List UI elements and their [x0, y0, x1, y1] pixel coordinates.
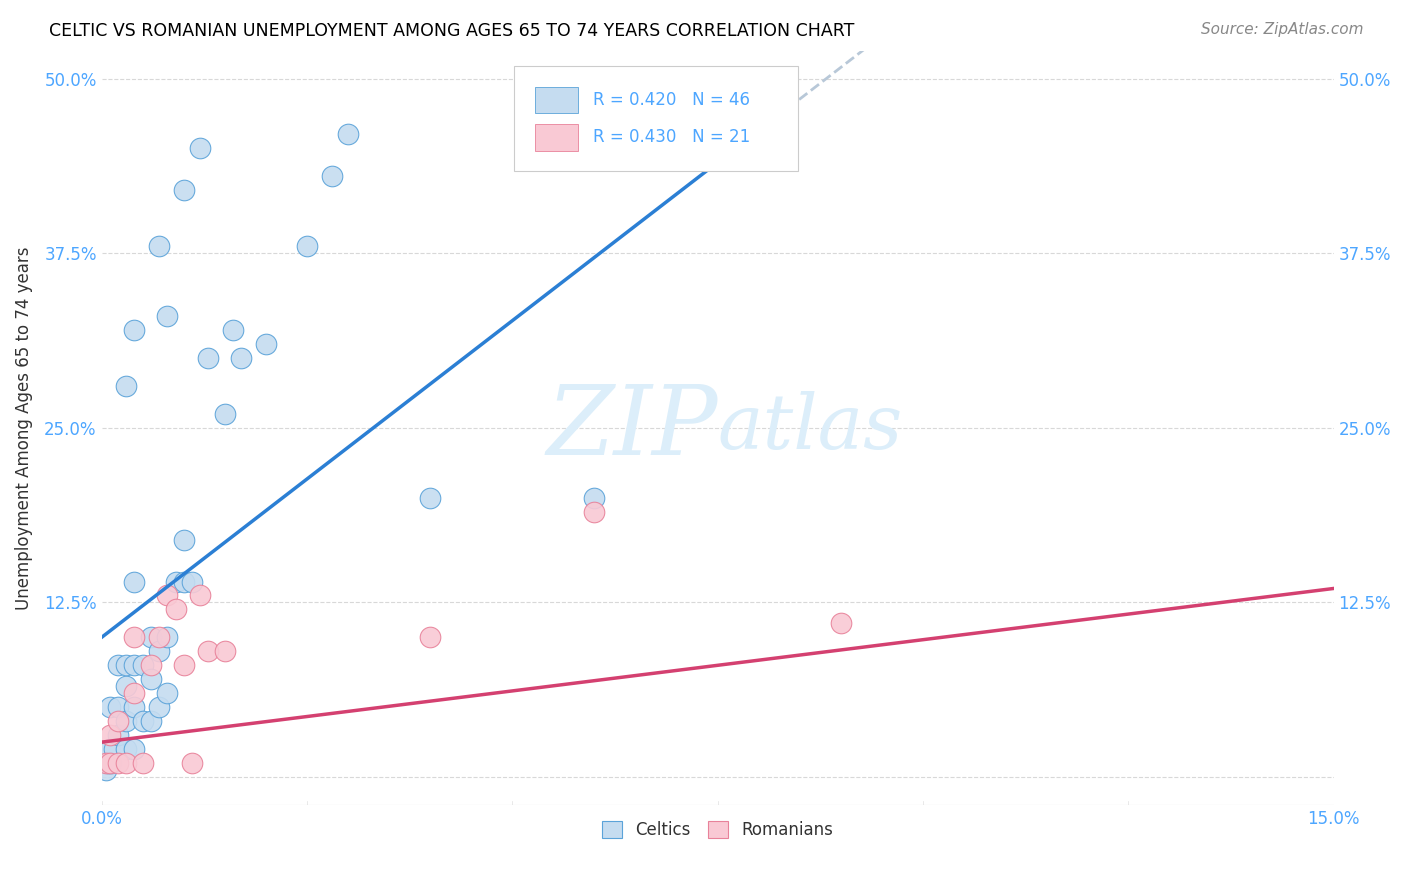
Point	[156, 309, 179, 323]
Point	[124, 574, 146, 589]
Point	[115, 379, 138, 393]
Point	[131, 756, 153, 770]
Point	[98, 700, 121, 714]
Point	[222, 323, 245, 337]
Text: Source: ZipAtlas.com: Source: ZipAtlas.com	[1201, 22, 1364, 37]
Point	[115, 742, 138, 756]
Point	[139, 673, 162, 687]
Point	[139, 658, 162, 673]
FancyBboxPatch shape	[515, 66, 797, 171]
Point	[100, 756, 122, 770]
Point	[181, 756, 204, 770]
Point	[107, 728, 129, 742]
Point	[295, 239, 318, 253]
Point	[197, 351, 219, 365]
FancyBboxPatch shape	[536, 124, 578, 151]
Point	[231, 351, 253, 365]
Text: R = 0.430   N = 21: R = 0.430 N = 21	[593, 128, 751, 146]
Point	[254, 337, 277, 351]
Point	[148, 700, 170, 714]
Y-axis label: Unemployment Among Ages 65 to 74 years: Unemployment Among Ages 65 to 74 years	[15, 246, 32, 609]
Point	[214, 407, 236, 421]
Point	[148, 239, 170, 253]
Point	[583, 491, 606, 505]
Point	[197, 644, 219, 658]
Point	[165, 574, 187, 589]
Text: CELTIC VS ROMANIAN UNEMPLOYMENT AMONG AGES 65 TO 74 YEARS CORRELATION CHART: CELTIC VS ROMANIAN UNEMPLOYMENT AMONG AG…	[49, 22, 855, 40]
Point	[165, 602, 187, 616]
Point	[97, 756, 120, 770]
Point	[173, 574, 195, 589]
Point	[94, 756, 117, 770]
Point	[107, 658, 129, 673]
FancyBboxPatch shape	[536, 87, 578, 113]
Point	[124, 742, 146, 756]
Point	[148, 644, 170, 658]
Point	[156, 631, 179, 645]
Point	[94, 763, 117, 777]
Point	[115, 714, 138, 729]
Point	[173, 533, 195, 547]
Point	[830, 616, 852, 631]
Point	[336, 128, 359, 142]
Point	[115, 756, 138, 770]
Point	[419, 491, 441, 505]
Point	[124, 631, 146, 645]
Point	[115, 679, 138, 693]
Text: atlas: atlas	[717, 391, 903, 465]
Point	[139, 631, 162, 645]
Point	[321, 169, 343, 184]
Point	[103, 742, 125, 756]
Point	[124, 700, 146, 714]
Legend: Celtics, Romanians: Celtics, Romanians	[596, 814, 839, 846]
Point	[107, 714, 129, 729]
Point	[188, 141, 211, 155]
Point	[115, 658, 138, 673]
Point	[124, 323, 146, 337]
Point	[107, 700, 129, 714]
Point	[124, 686, 146, 700]
Point	[173, 658, 195, 673]
Point	[214, 644, 236, 658]
Point	[124, 658, 146, 673]
Point	[419, 631, 441, 645]
Point	[148, 631, 170, 645]
Point	[131, 714, 153, 729]
Point	[98, 756, 121, 770]
Point	[107, 756, 129, 770]
Point	[156, 589, 179, 603]
Point	[173, 183, 195, 197]
Point	[156, 686, 179, 700]
Point	[583, 505, 606, 519]
Point	[98, 728, 121, 742]
Point	[139, 714, 162, 729]
Text: R = 0.420   N = 46: R = 0.420 N = 46	[593, 91, 751, 109]
Point	[188, 589, 211, 603]
Point	[131, 658, 153, 673]
Text: ZIP: ZIP	[546, 381, 717, 475]
Point	[181, 574, 204, 589]
Point	[98, 742, 121, 756]
